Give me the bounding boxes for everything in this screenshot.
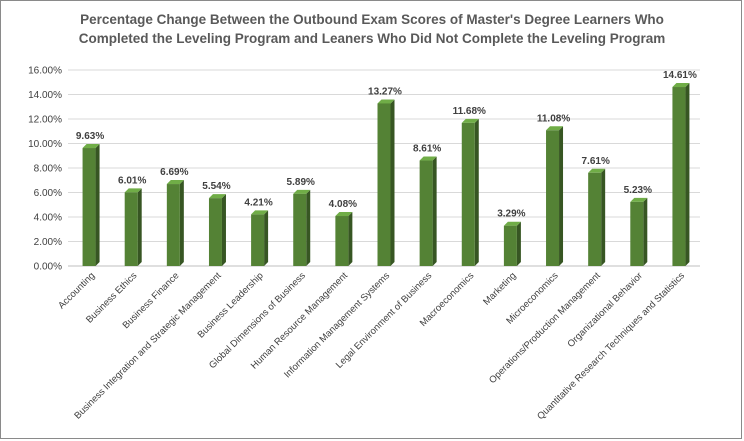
bar-side [348,212,353,266]
bar-top [461,118,479,123]
data-label: 3.29% [497,209,525,220]
bar-front [630,201,644,266]
bar [672,83,690,266]
bar-front [419,160,433,266]
bar [124,188,142,266]
bar [461,118,479,266]
bar [630,197,648,266]
data-label: 6.69% [160,167,188,178]
bar-front [588,172,602,266]
bar [419,156,437,266]
bar-front [377,103,391,266]
data-label: 4.08% [329,199,357,210]
bar [503,221,521,266]
chart-title-line-2: Completed the Leveling Program and Leane… [78,31,666,46]
data-label: 6.01% [118,175,146,186]
y-tick-label: 14.00% [28,90,62,101]
bar-front [251,214,265,266]
data-label: 11.08% [537,113,570,124]
bar-top [251,210,269,215]
bar-top [588,168,606,173]
chart-title: Percentage Change Between the Outbound E… [0,10,744,48]
y-tick-label: 0.00% [34,262,62,273]
y-tick-label: 16.00% [28,66,62,77]
y-tick-label: 2.00% [34,237,62,248]
bar-front [82,148,96,266]
bar-top [672,83,690,88]
data-label: 11.68% [453,106,486,117]
bar-top [377,99,395,104]
chart-title-line-1: Percentage Change Between the Outbound E… [80,12,664,27]
bar [208,194,226,266]
y-tick-label: 10.00% [28,139,62,150]
bar [166,180,184,266]
data-label: 9.63% [76,131,104,142]
bar-top [630,197,648,202]
bar-side [685,83,690,266]
bar-top [208,194,226,199]
bar-top [419,156,437,161]
bar-front [208,198,222,266]
data-label: 8.61% [413,144,441,155]
bar-front [503,225,517,266]
category-label: Quantitative Research Techniques and Sta… [535,270,687,422]
bar-top [293,189,311,194]
bar-front [546,130,560,266]
bar-side [559,126,564,267]
bar [293,189,311,266]
bars [82,83,690,267]
y-axis-tick-labels: 0.00% 2.00% 4.00% 6.00% 8.00% 10.00% 12.00% 14.… [28,66,62,273]
bar-side [221,194,226,266]
y-tick-label: 8.00% [34,164,62,175]
data-label: 14.61% [663,70,697,81]
bar-front [672,87,686,266]
data-labels: 9.63% 6.01% 6.69% 5.54% 4.21% 5.89% 4.08% 13.27… [76,70,697,220]
category-label: Organizational Behavior [565,270,644,349]
bar-top [503,221,521,226]
bar [588,168,606,266]
data-label: 5.23% [624,185,652,196]
bar-side [643,197,648,266]
bar [377,99,395,266]
data-label: 4.21% [244,197,272,208]
bar-side [264,210,269,266]
data-label: 13.27% [368,86,402,97]
bar-top [166,180,184,185]
bar-side [137,188,142,266]
bar [82,144,100,266]
y-tick-label: 12.00% [28,115,62,126]
bar-front [293,193,307,266]
data-label: 5.89% [287,177,315,188]
bar-side [474,118,479,266]
category-label: Marketing [481,270,518,307]
category-label: Accounting [56,270,97,311]
bar [546,126,564,267]
bar [251,210,269,266]
bar-top [82,144,100,149]
bar-front [335,216,349,266]
bar-side [306,189,311,266]
bar-side [432,156,437,266]
bar-top [124,188,142,193]
data-label: 7.61% [581,156,609,167]
category-label: Business Integration and Strategic Manag… [72,270,223,421]
bar-front [461,122,475,266]
bar-front [166,184,180,266]
bar-side [601,168,606,266]
bar-top [335,212,353,217]
bar-side [516,221,521,266]
y-tick-label: 4.00% [34,213,62,224]
bar-front [124,192,138,266]
bar [335,212,353,266]
bar-side [179,180,184,266]
data-label: 5.54% [202,181,230,192]
y-tick-label: 6.00% [34,188,62,199]
bar-side [390,99,395,266]
bar-top [546,126,564,131]
bar-side [95,144,100,266]
